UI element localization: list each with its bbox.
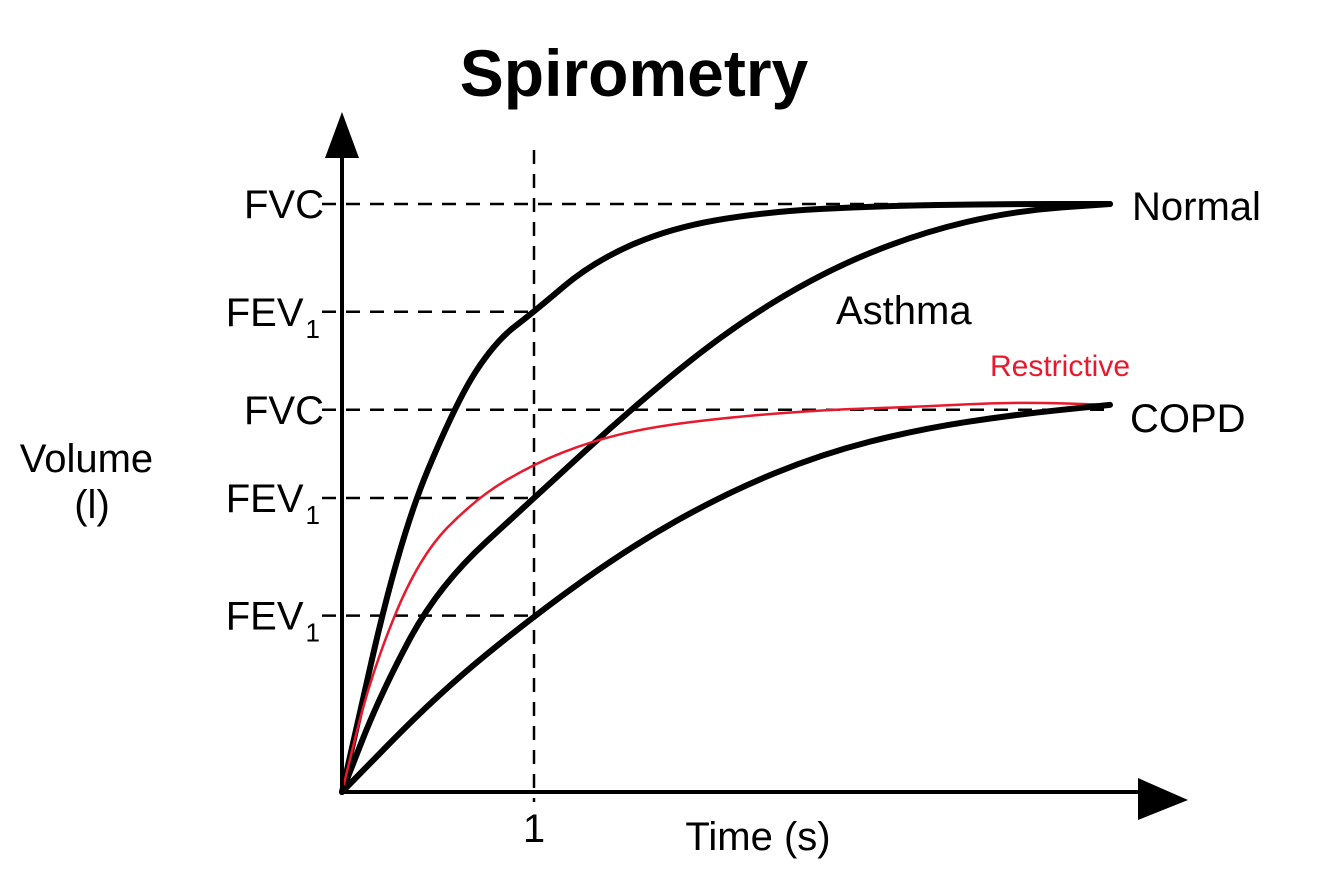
- y-tick-label-subscript: 1: [306, 314, 320, 344]
- x-axis-label: Time (s): [685, 815, 830, 859]
- x-axis-arrowhead: [1138, 778, 1188, 820]
- y-tick-label-text: FVC: [244, 389, 324, 433]
- y-axis-arrowhead: [325, 112, 359, 158]
- series-line-copd: [339, 401, 1113, 795]
- y-tick-label-text: FEV: [226, 477, 304, 521]
- y-tick-label-subscript: 1: [306, 500, 320, 530]
- y-axis-label: Volume (l): [20, 437, 165, 527]
- y-tick-label-subscript: 1: [306, 618, 320, 648]
- axes: [325, 112, 1188, 820]
- y-tick-label: FEV1: [226, 595, 320, 648]
- y-tick-label: FVC: [244, 183, 324, 227]
- y-tick-label: FEV1: [226, 477, 320, 530]
- series-label-asthma: Asthma: [836, 289, 972, 333]
- y-tick-label: FEV1: [226, 291, 320, 344]
- y-axis-label-line-2: (l): [74, 483, 110, 527]
- x-tick-labels: 1: [523, 807, 545, 851]
- series-line-restrictive: [340, 401, 1112, 794]
- x-tick-label: 1: [523, 807, 545, 851]
- series-label-restrictive: Restrictive: [990, 350, 1130, 383]
- series-label-normal: Normal: [1132, 185, 1261, 229]
- series-lines: [339, 201, 1113, 795]
- y-tick-label-text: FEV: [226, 595, 304, 639]
- dashed-guides: [322, 150, 1110, 802]
- series-line-normal: [339, 201, 1113, 795]
- series-line-asthma: [339, 201, 1113, 795]
- y-tick-label: FVC: [244, 389, 324, 433]
- series-label-copd: COPD: [1130, 397, 1246, 441]
- y-tick-label-text: FVC: [244, 183, 324, 227]
- y-axis-label-line-1: Volume: [20, 437, 153, 481]
- chart-title: Spirometry: [460, 36, 809, 110]
- y-tick-label-text: FEV: [226, 291, 304, 335]
